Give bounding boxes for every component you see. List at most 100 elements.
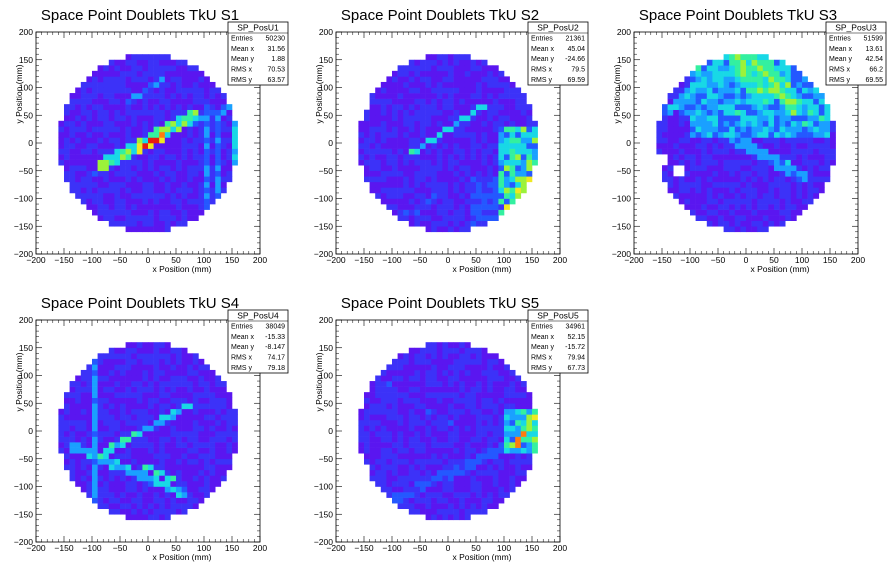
histogram-bin	[436, 181, 443, 188]
histogram-bin	[740, 120, 747, 127]
histogram-bin	[136, 126, 143, 133]
histogram-bin	[718, 159, 724, 166]
histogram-bin	[684, 143, 691, 149]
histogram-bin	[159, 98, 166, 105]
histogram-bin	[481, 104, 488, 110]
histogram-bin	[159, 425, 166, 432]
histogram-bin	[136, 447, 143, 454]
histogram-bin	[487, 104, 494, 110]
histogram-bin	[220, 403, 227, 410]
histogram-bin	[103, 87, 110, 94]
histogram-bin	[164, 131, 171, 138]
histogram-bin	[425, 154, 432, 160]
histogram-bin	[504, 464, 510, 471]
histogram-bin	[532, 159, 538, 166]
stats-value: 79.5	[571, 67, 585, 74]
histogram-bin	[215, 480, 222, 487]
histogram-bin	[746, 192, 752, 199]
stats-value: -15.72	[565, 344, 585, 351]
histogram-bin	[125, 126, 132, 133]
histogram-bin	[459, 104, 466, 110]
histogram-bin	[532, 431, 538, 437]
stats-label: RMS x	[829, 67, 851, 74]
histogram-bin	[408, 447, 415, 454]
y-tick-label: 50	[324, 398, 334, 408]
histogram-bin	[80, 115, 87, 122]
histogram-bin	[69, 93, 76, 99]
histogram-bin	[662, 115, 668, 122]
y-tick-label: 50	[24, 110, 34, 120]
histogram-bin	[453, 59, 460, 66]
x-tick-label: 50	[471, 543, 481, 553]
histogram-bin	[431, 414, 438, 421]
histogram-bin	[403, 181, 410, 188]
histogram-bin	[751, 109, 758, 116]
histogram-bin	[408, 87, 415, 94]
histogram-bin	[408, 408, 415, 415]
histogram-bin	[97, 447, 104, 454]
histogram-bin	[159, 120, 166, 127]
histogram-bin	[170, 220, 177, 227]
histogram-bin	[459, 381, 466, 387]
histogram-bin	[673, 181, 680, 188]
histogram-bin	[114, 165, 121, 172]
histogram-bin	[386, 159, 393, 166]
histogram-bin	[226, 131, 233, 138]
histogram-bin	[813, 93, 820, 99]
histogram-bin	[442, 464, 449, 471]
histogram-bin	[790, 70, 797, 77]
histogram-bin	[103, 392, 110, 398]
histogram-bin	[131, 375, 138, 382]
histogram-bin	[796, 181, 803, 188]
histogram-bin	[436, 137, 443, 144]
histogram-bin	[232, 120, 238, 127]
histogram-bin	[125, 170, 132, 177]
histogram-bin	[774, 81, 780, 88]
histogram-bin	[159, 408, 166, 415]
histogram-bin	[420, 464, 426, 471]
histogram-bin	[790, 104, 797, 110]
histogram-bin	[802, 115, 808, 122]
histogram-bin	[751, 93, 758, 99]
histogram-bin	[86, 192, 93, 199]
histogram-bin	[97, 204, 104, 210]
histogram-bin	[476, 76, 482, 83]
histogram-bin	[487, 76, 494, 83]
histogram-bin	[170, 93, 177, 99]
histogram-bin	[779, 204, 786, 210]
histogram-bin	[192, 497, 199, 504]
histogram-bin	[176, 170, 182, 177]
histogram-bin	[690, 87, 696, 94]
histogram-bin	[204, 480, 210, 487]
histogram-bin	[192, 492, 199, 498]
histogram-bin	[369, 408, 376, 415]
histogram-bin	[375, 87, 382, 94]
histogram-bin	[92, 159, 98, 166]
histogram-bin	[131, 148, 138, 155]
histogram-bin	[695, 165, 702, 172]
histogram-bin	[69, 464, 76, 471]
histogram-bin	[470, 176, 477, 183]
histogram-bin	[509, 165, 516, 172]
histogram-bin	[712, 120, 719, 127]
histogram-bin	[740, 98, 747, 105]
histogram-bin	[108, 375, 115, 382]
histogram-bin	[504, 143, 510, 149]
histogram-bin	[148, 192, 154, 199]
histogram-bin	[164, 76, 171, 83]
histogram-bin	[375, 442, 382, 448]
histogram-bin	[774, 148, 780, 155]
histogram-bin	[403, 381, 410, 387]
histogram-bin	[414, 70, 421, 77]
histogram-bin	[92, 458, 98, 465]
histogram-bin	[131, 442, 138, 448]
histogram-bin	[667, 181, 674, 188]
histogram-bin	[131, 469, 138, 476]
histogram-bin	[723, 81, 730, 88]
histogram-bin	[80, 397, 87, 404]
histogram-bin	[509, 453, 516, 460]
histogram-bin	[176, 392, 182, 398]
histogram-bin	[420, 436, 426, 443]
histogram-bin	[86, 98, 93, 105]
histogram-bin	[448, 347, 454, 354]
